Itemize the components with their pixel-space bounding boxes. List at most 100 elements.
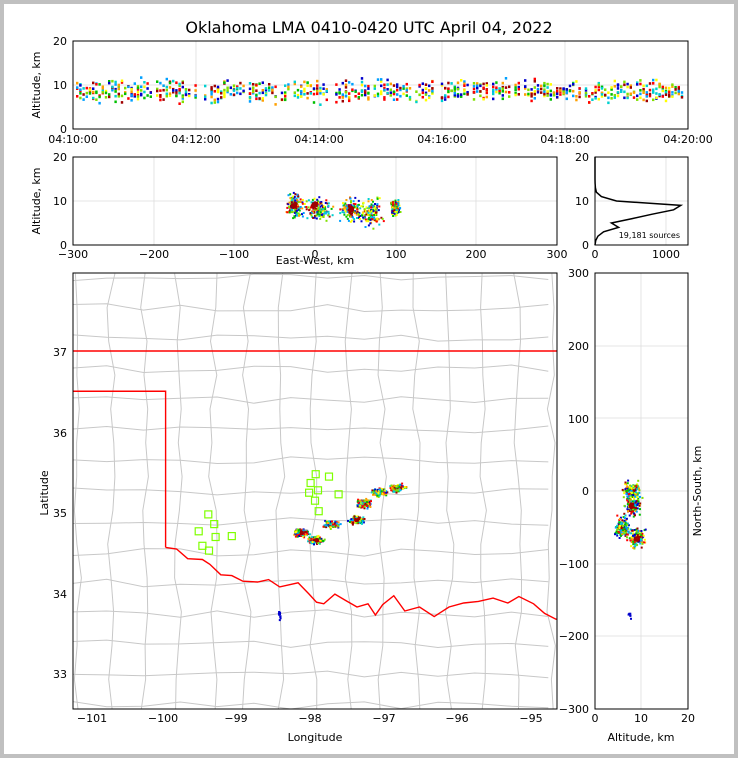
p2-source	[313, 209, 316, 212]
map-xtick-98: −98	[298, 712, 321, 725]
p1-source	[149, 95, 152, 98]
p1-source	[223, 91, 226, 94]
p1-source	[178, 91, 181, 95]
p5-source	[641, 532, 644, 535]
p1-source	[232, 93, 236, 97]
p2-core	[313, 205, 316, 207]
p1-source	[508, 91, 511, 94]
p1-source	[680, 96, 684, 99]
p2-source	[290, 206, 293, 209]
p1-source	[261, 91, 264, 95]
p1-source	[517, 93, 520, 96]
p1-source	[456, 87, 460, 91]
county-line	[73, 364, 549, 374]
p2-source	[370, 216, 373, 218]
p2-source	[345, 215, 348, 218]
p1-source	[264, 91, 268, 94]
map-source	[402, 486, 405, 489]
p1-source	[133, 82, 136, 85]
p2-source	[319, 202, 322, 205]
p1-source	[114, 80, 117, 84]
p2-source	[293, 195, 296, 198]
p2-source	[295, 209, 298, 212]
p2-source	[350, 200, 352, 203]
p5-source	[634, 489, 637, 492]
p1-source	[136, 91, 140, 94]
p1-source	[428, 89, 431, 92]
p2-source	[296, 214, 299, 217]
p1-source	[335, 100, 338, 104]
p2-source	[324, 208, 327, 211]
p1-source	[629, 86, 632, 89]
p1-source	[338, 96, 341, 99]
p5-source	[630, 511, 633, 513]
p1-source	[517, 85, 520, 89]
p2-source	[346, 217, 349, 220]
p1-source	[492, 82, 495, 86]
p1-source	[124, 92, 127, 96]
p5-source	[632, 510, 634, 513]
p1-source	[546, 90, 549, 93]
p1-source	[280, 98, 284, 101]
p2-source	[399, 207, 402, 210]
p2-source	[323, 208, 325, 211]
p2-core	[348, 205, 351, 208]
p2-source	[318, 210, 321, 213]
p1-source	[565, 97, 568, 101]
map-source	[318, 537, 321, 540]
p1-source	[607, 101, 610, 105]
north-south-panel: 0 10 20 Altitude, km 300 200 100 0 −100 …	[559, 267, 704, 744]
map-source	[279, 617, 282, 620]
p2-core	[314, 203, 317, 206]
p2-source	[294, 193, 297, 196]
p5-source	[626, 489, 629, 492]
p5-source	[623, 521, 626, 524]
p2-source	[349, 204, 352, 207]
p5-core	[637, 537, 640, 540]
map-source	[395, 486, 398, 489]
p1-source	[629, 92, 632, 96]
p5-source	[642, 534, 645, 537]
p1-source	[396, 98, 399, 101]
map-source	[329, 527, 332, 530]
p1-source	[636, 83, 639, 86]
p1-source	[472, 85, 476, 88]
p5-source	[627, 479, 630, 482]
p1-source	[114, 87, 117, 91]
map-source	[348, 521, 351, 523]
p1-source	[572, 94, 575, 98]
p2-source	[318, 196, 321, 199]
p5-source	[624, 523, 626, 526]
p2-source	[310, 201, 313, 204]
p2-source	[348, 213, 351, 216]
p1-source	[549, 83, 552, 86]
p1-source	[268, 83, 271, 86]
p1-source	[402, 87, 405, 90]
p5-source	[626, 536, 628, 539]
p5-source	[628, 537, 631, 540]
p5-source	[636, 483, 638, 486]
p1-source	[143, 90, 146, 94]
p1-source	[325, 98, 328, 102]
county-line	[106, 273, 116, 709]
p1-source	[392, 90, 396, 94]
p1-source	[514, 86, 517, 89]
p2-source	[365, 213, 368, 216]
p1-source	[261, 81, 264, 84]
p1-source	[524, 93, 527, 96]
p1-source	[216, 100, 220, 104]
p1-source	[172, 89, 175, 92]
p5-source	[625, 526, 628, 529]
map-source	[294, 535, 297, 538]
p2-source	[325, 219, 328, 222]
p1-source	[668, 91, 671, 94]
state-border	[73, 350, 557, 620]
p1-source	[613, 79, 616, 83]
p1-source	[226, 86, 229, 90]
p5-source	[626, 499, 629, 502]
p2-source	[327, 205, 330, 207]
p5-core	[637, 536, 640, 539]
p1-source	[405, 82, 408, 86]
p5-source	[641, 541, 644, 544]
lma-station-marker	[334, 490, 343, 499]
